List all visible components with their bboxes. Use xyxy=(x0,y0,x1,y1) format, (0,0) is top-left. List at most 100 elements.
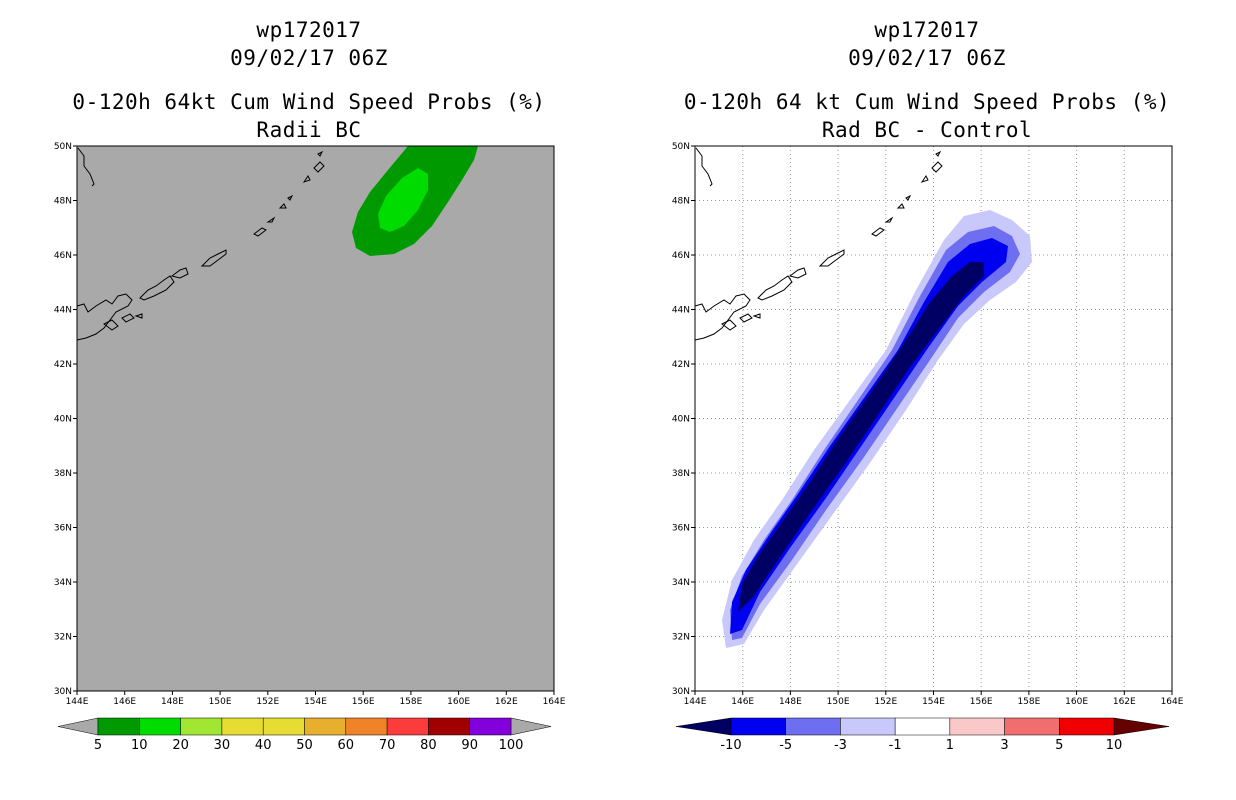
y-tick-label: 40N xyxy=(54,415,72,425)
colorbar-label: 50 xyxy=(296,738,313,753)
left-x-axis: 144E 146E 148E 150E 152E 154E 156E 158E 160E 162E… xyxy=(66,691,566,707)
colorbar-high-arrow xyxy=(1113,717,1170,736)
x-tick-label: 154E xyxy=(922,697,945,707)
right-panel: wp172017 09/02/17 06Z 0-120h 64 kt Cum W… xyxy=(618,0,1236,800)
x-tick-label: 148E xyxy=(779,697,802,707)
colorbar-label: -1 xyxy=(889,738,902,753)
left-panel: wp172017 09/02/17 06Z 0-120h 64kt Cum Wi… xyxy=(54,18,566,753)
x-tick-label: 144E xyxy=(66,697,89,707)
x-tick-label: 160E xyxy=(1065,697,1088,707)
right-x-axis: 144E 146E 148E 150E 152E 154E 156E 158E 160E 162E… xyxy=(684,691,1184,707)
y-tick-label: 44N xyxy=(672,306,690,316)
left-y-axis: 50N 48N 46N 44N 42N 40N 38N 36N 34N 32N 30N xyxy=(54,142,77,697)
left-map-background xyxy=(77,146,554,691)
colorbar-label: 60 xyxy=(338,738,355,753)
colorbar-swatch xyxy=(345,717,388,736)
colorbar-label: 10 xyxy=(131,738,148,753)
colorbar-swatch xyxy=(469,717,512,736)
colorbar-label: 90 xyxy=(461,738,478,753)
x-tick-label: 156E xyxy=(352,697,375,707)
right-swath-minus-3-5 xyxy=(730,226,1020,640)
colorbar-label: 40 xyxy=(255,738,272,753)
left-product-title: 0-120h 64kt Cum Wind Speed Probs (%) xyxy=(72,90,546,114)
colorbar-high-arrow xyxy=(510,717,552,736)
x-tick-label: 162E xyxy=(495,697,518,707)
y-tick-label: 50N xyxy=(54,142,72,152)
y-tick-label: 48N xyxy=(672,197,690,207)
y-tick-label: 46N xyxy=(672,251,690,261)
y-tick-label: 34N xyxy=(672,578,690,588)
right-product-title: 0-120h 64 kt Cum Wind Speed Probs (%) xyxy=(683,90,1171,114)
y-tick-label: 44N xyxy=(54,306,72,316)
x-tick-label: 146E xyxy=(113,697,136,707)
y-tick-label: 42N xyxy=(54,360,72,370)
y-tick-label: 50N xyxy=(672,142,690,152)
x-tick-label: 158E xyxy=(399,697,422,707)
colorbar-label: 30 xyxy=(214,738,231,753)
y-tick-label: 30N xyxy=(54,687,72,697)
y-tick-label: 42N xyxy=(672,360,690,370)
x-tick-label: 146E xyxy=(731,697,754,707)
colorbar-swatch xyxy=(840,717,896,736)
x-tick-label: 152E xyxy=(256,697,279,707)
right-subtitle: Rad BC - Control xyxy=(821,118,1033,142)
colorbar-swatch xyxy=(304,717,347,736)
x-tick-label: 154E xyxy=(304,697,327,707)
colorbar-swatch xyxy=(785,717,841,736)
x-tick-label: 150E xyxy=(209,697,232,707)
colorbar-swatch xyxy=(180,717,223,736)
colorbar-label: 1 xyxy=(946,738,954,753)
colorbar-label: -10 xyxy=(720,738,741,753)
y-tick-label: 48N xyxy=(54,197,72,207)
left-map: 144E 146E 148E 150E 152E 154E 156E 158E 160E 162E… xyxy=(54,142,566,753)
x-tick-label: 164E xyxy=(543,697,566,707)
x-tick-label: 156E xyxy=(970,697,993,707)
right-swath-below-minus-10 xyxy=(738,262,984,612)
y-tick-label: 38N xyxy=(54,469,72,479)
x-tick-label: 164E xyxy=(1161,697,1184,707)
colorbar-label: -5 xyxy=(779,738,792,753)
y-tick-label: 46N xyxy=(54,251,72,261)
left-storm-id: wp172017 xyxy=(256,18,362,42)
y-tick-label: 38N xyxy=(672,469,690,479)
colorbar-label: 5 xyxy=(94,738,102,753)
right-coastlines xyxy=(694,147,943,341)
x-tick-label: 148E xyxy=(161,697,184,707)
x-tick-label: 144E xyxy=(684,697,707,707)
colorbar-swatch xyxy=(730,717,786,736)
colorbar-swatch xyxy=(894,717,951,736)
colorbar-swatch xyxy=(139,717,181,736)
right-storm-id: wp172017 xyxy=(874,18,980,42)
colorbar-swatch xyxy=(428,717,470,736)
y-tick-label: 40N xyxy=(672,415,690,425)
right-datetime: 09/02/17 06Z xyxy=(848,46,1006,70)
colorbar-low-arrow xyxy=(675,717,732,736)
right-map: 144E 146E 148E 150E 152E 154E 156E 158E 160E 162E… xyxy=(672,142,1184,753)
colorbar-label: 20 xyxy=(172,738,189,753)
colorbar-label: -3 xyxy=(834,738,847,753)
colorbar-label: 80 xyxy=(420,738,437,753)
colorbar-swatch xyxy=(1004,717,1060,736)
y-tick-label: 32N xyxy=(54,633,72,643)
colorbar-label: 5 xyxy=(1055,738,1063,753)
y-tick-label: 30N xyxy=(672,687,690,697)
colorbar-label: 70 xyxy=(379,738,396,753)
colorbar-swatch xyxy=(262,717,305,736)
colorbar-label: 3 xyxy=(1000,738,1008,753)
x-tick-label: 158E xyxy=(1017,697,1040,707)
left-swath-10-20 xyxy=(378,168,428,232)
colorbar-swatch xyxy=(386,717,429,736)
colorbar-swatch xyxy=(221,717,264,736)
colorbar-label: 100 xyxy=(499,738,524,753)
right-y-axis: 50N 48N 46N 44N 42N 40N 38N 36N 34N 32N 30N xyxy=(672,142,695,697)
y-tick-label: 34N xyxy=(54,578,72,588)
colorbar-swatch xyxy=(97,717,140,736)
left-colorbar: 5 10 20 30 40 50 60 70 80 90 100 xyxy=(57,717,552,753)
x-tick-label: 162E xyxy=(1113,697,1136,707)
colorbar-swatch xyxy=(1059,717,1115,736)
x-tick-label: 152E xyxy=(874,697,897,707)
x-tick-label: 160E xyxy=(447,697,470,707)
colorbar-swatch xyxy=(949,717,1005,736)
x-tick-label: 150E xyxy=(827,697,850,707)
colorbar-label: 10 xyxy=(1106,738,1123,753)
